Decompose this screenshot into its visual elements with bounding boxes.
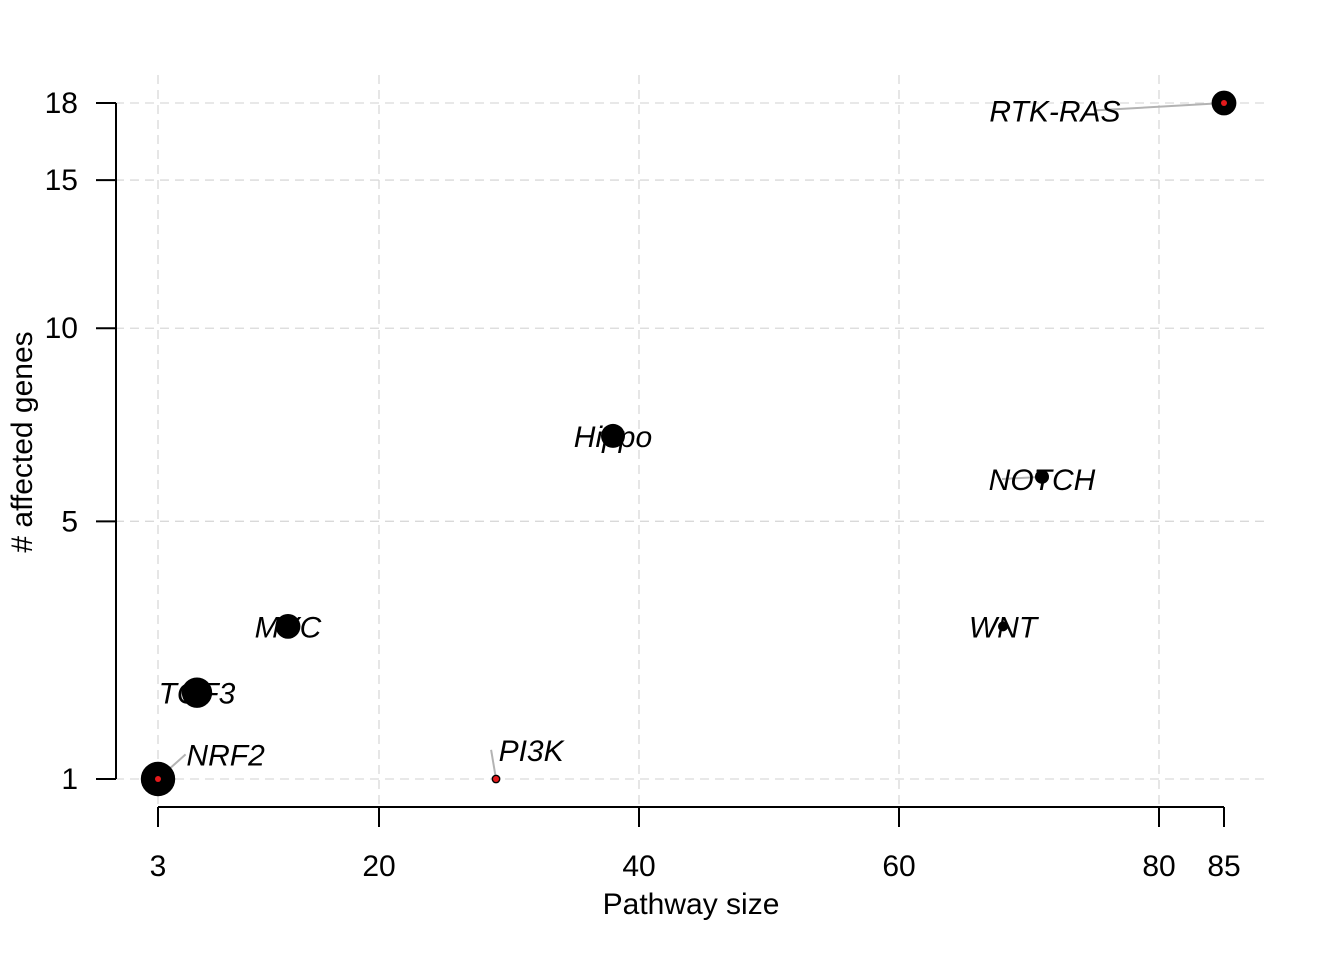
point-label: RTK-RAS bbox=[989, 95, 1120, 128]
y-tick-label: 15 bbox=[45, 164, 78, 197]
y-axis-title: # affected genes bbox=[6, 331, 39, 552]
label-leader-line bbox=[490, 749, 497, 780]
y-tick-label: 1 bbox=[61, 763, 78, 796]
point-label: NRF2 bbox=[186, 739, 265, 772]
x-axis-title: Pathway size bbox=[603, 888, 780, 921]
data-point bbox=[1035, 469, 1049, 484]
y-tick-label: 10 bbox=[45, 312, 78, 345]
point-label: MYC bbox=[255, 611, 322, 644]
label-leaders bbox=[157, 102, 1225, 780]
label-leader-line bbox=[1094, 102, 1225, 112]
grid bbox=[100, 75, 1266, 807]
data-point-center bbox=[493, 776, 499, 782]
point-label: NOTCH bbox=[989, 464, 1096, 497]
point-label: WNT bbox=[969, 611, 1040, 644]
y-tick-label: 18 bbox=[45, 87, 78, 120]
data-point-center bbox=[1221, 100, 1227, 106]
x-tick-label: 40 bbox=[622, 850, 655, 883]
data-point-center bbox=[155, 776, 161, 782]
data-point bbox=[601, 423, 625, 448]
point-label: TGF3 bbox=[159, 678, 236, 711]
point-label: PI3K bbox=[499, 735, 566, 768]
x-tick-label: 3 bbox=[150, 850, 167, 883]
x-tick-label: 80 bbox=[1142, 850, 1175, 883]
x-tick-label: 60 bbox=[882, 850, 915, 883]
x-tick-label: 20 bbox=[362, 850, 395, 883]
point-label: Hippo bbox=[574, 421, 652, 454]
data-points bbox=[140, 90, 1237, 797]
x-tick-label: 85 bbox=[1207, 850, 1240, 883]
point-labels: RTK-RAS Hippo NOTCH WNT MYC TGF3 NRF2 PI3K bbox=[159, 95, 1121, 772]
data-point bbox=[181, 677, 213, 708]
data-point bbox=[275, 613, 301, 639]
y-tick-label: 5 bbox=[61, 505, 78, 538]
data-point bbox=[998, 621, 1008, 632]
